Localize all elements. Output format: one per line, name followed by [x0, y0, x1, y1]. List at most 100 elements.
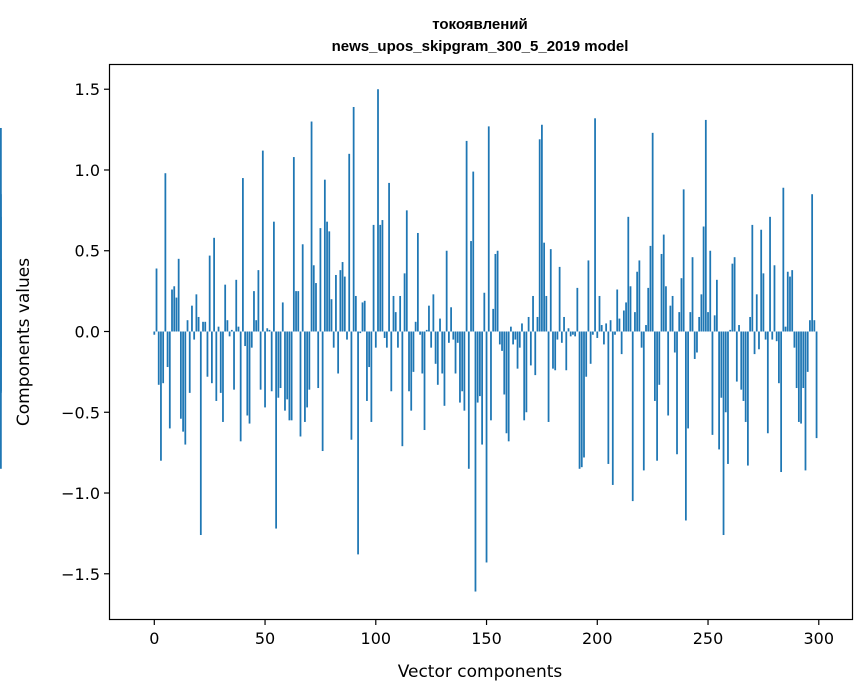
bar-43	[248, 331, 251, 424]
bar-138	[459, 331, 461, 403]
bar-116	[410, 331, 413, 411]
bar-96	[366, 331, 368, 401]
bar-171	[532, 295, 534, 332]
bar-1	[155, 268, 158, 332]
bar-284	[782, 187, 785, 332]
bar-131	[443, 331, 446, 406]
bar-289	[793, 331, 796, 348]
bar-184	[560, 331, 563, 343]
bar-193	[580, 331, 583, 468]
bar-296	[809, 320, 811, 332]
bar-70	[308, 331, 311, 390]
bar-8	[171, 289, 173, 332]
bar-92	[357, 331, 359, 555]
x-tick-label: 300	[804, 629, 835, 648]
bar-91	[354, 295, 357, 332]
bar-199	[594, 118, 596, 332]
bar-287	[789, 276, 791, 332]
bar-29	[217, 326, 220, 332]
y-tick-label: 1.5	[75, 80, 100, 99]
bar-247	[700, 294, 703, 332]
bar-206	[609, 320, 612, 332]
bar-95	[363, 300, 366, 332]
chart-subtitle: news_upos_skipgram_300_5_2019 model	[332, 38, 629, 55]
bar-99	[372, 224, 375, 332]
bar-270	[751, 224, 754, 332]
bar-226	[653, 331, 656, 401]
y-axis-ticks: 1.5 1.0 0.5 0.0 −0.5 −1.0 −1.5	[61, 80, 110, 584]
bar-undefined	[0, 331, 2, 469]
bar-107	[390, 331, 393, 392]
bar-34	[228, 331, 231, 337]
x-tick-label: 100	[361, 629, 392, 648]
bar-158	[503, 331, 506, 395]
bar-61	[288, 331, 291, 421]
bar-207	[611, 331, 614, 485]
bar-201	[598, 295, 601, 332]
bar-262	[733, 257, 736, 332]
bar-211	[620, 331, 623, 355]
bar-246	[698, 316, 701, 332]
bar-117	[412, 331, 415, 372]
bar-152	[490, 331, 492, 421]
bar-129	[439, 318, 441, 332]
bar-126	[432, 294, 435, 332]
bar-84	[339, 270, 342, 332]
bar-251	[709, 250, 712, 332]
bar-255	[718, 331, 720, 450]
bar-2	[157, 331, 160, 385]
bar-177	[545, 295, 548, 332]
bar-98	[370, 331, 373, 422]
bar-162	[512, 331, 514, 345]
bar-164	[516, 331, 519, 369]
bar-52	[268, 329, 271, 332]
bar-38	[237, 326, 240, 332]
bar-283	[780, 331, 783, 473]
bar-204	[605, 323, 608, 332]
bar-209	[616, 289, 619, 332]
y-tick-label: −1.5	[61, 565, 100, 584]
bar-64	[295, 291, 297, 332]
bar-145	[474, 331, 477, 592]
bar-291	[797, 331, 800, 422]
y-axis-label: Components values	[14, 258, 34, 426]
bar-285	[784, 326, 787, 332]
bar-245	[696, 331, 698, 353]
x-tick-label: 150	[471, 629, 502, 648]
bar-267	[744, 331, 747, 422]
bar-265	[740, 331, 743, 390]
x-tick-label: 250	[693, 629, 724, 648]
bar-93	[359, 331, 362, 334]
bar-62	[290, 331, 293, 421]
bar-110	[397, 331, 399, 348]
x-tick-label: 200	[582, 629, 613, 648]
bar-147	[479, 331, 481, 397]
bar-23	[204, 321, 207, 332]
bar-299	[815, 331, 818, 439]
bar-150	[485, 331, 488, 563]
y-tick-label: 1.0	[75, 161, 100, 180]
bar-22	[202, 321, 204, 332]
bar-9	[173, 286, 176, 332]
bar-167	[523, 331, 526, 421]
bar-183	[558, 266, 561, 332]
bar-80	[330, 299, 333, 332]
bar-286	[786, 271, 789, 332]
bar-294	[804, 331, 807, 471]
bar-120	[419, 331, 421, 335]
bar-220	[640, 331, 643, 348]
bar-73	[315, 283, 317, 332]
bar-16	[188, 331, 191, 393]
bar-213	[625, 302, 627, 332]
bar-137	[456, 331, 459, 343]
bar-121	[421, 331, 424, 374]
bar-268	[747, 331, 749, 466]
bar-155	[496, 250, 499, 332]
bar-214	[627, 216, 630, 332]
bar-60	[286, 331, 289, 400]
bar-13	[182, 331, 184, 432]
bar-166	[521, 323, 523, 332]
bar-24	[206, 331, 209, 377]
bar-274	[760, 229, 763, 332]
bar-266	[742, 331, 745, 401]
